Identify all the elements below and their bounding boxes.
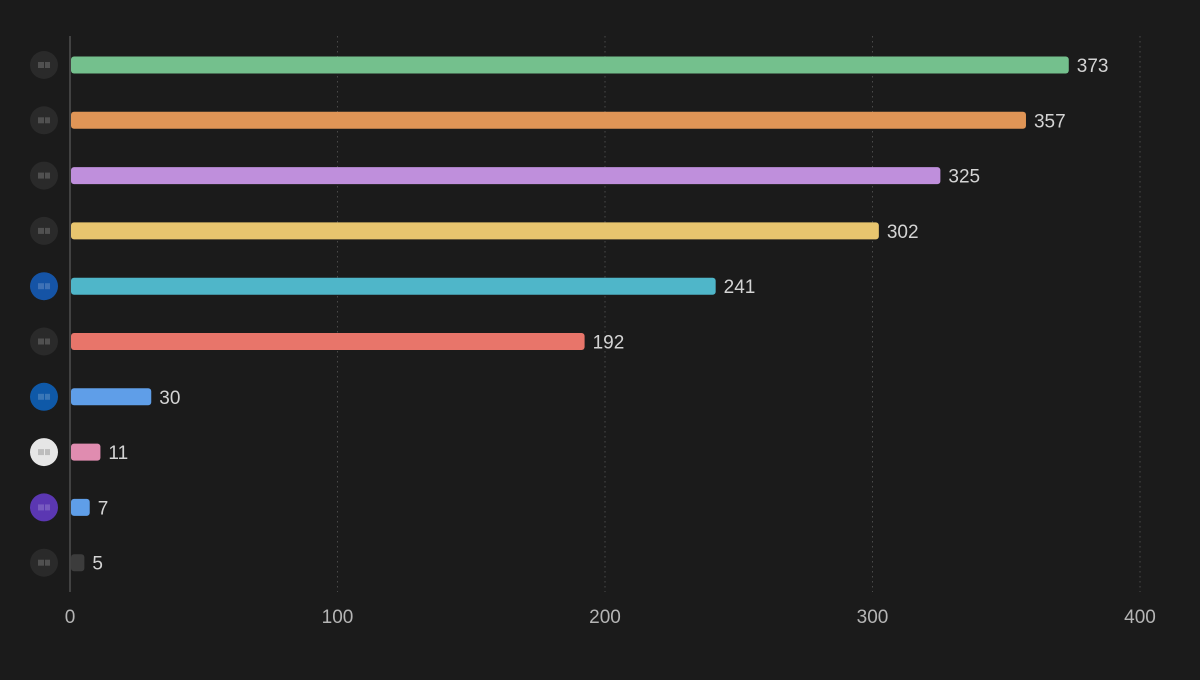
x-tick-label: 100 [322,607,354,628]
avatar-icon [30,382,58,411]
bar[interactable] [71,443,101,461]
avatar-icon [30,161,58,190]
value-label: 325 [948,167,980,188]
value-label: 302 [887,222,919,243]
value-label: 30 [159,388,180,409]
value-labels: 373 357 325 302 241 192 30 11 7 5 [92,56,1108,575]
bar[interactable] [71,111,1026,129]
avatar-icon [30,548,58,577]
bar[interactable] [71,554,85,572]
avatars [30,51,58,577]
bar[interactable] [71,388,152,406]
avatar-icon [30,493,58,522]
bar[interactable] [71,167,941,185]
bar[interactable] [71,333,585,350]
bar[interactable] [71,277,716,295]
x-tick-label: 400 [1124,607,1156,628]
value-label: 192 [593,333,625,354]
x-axis-ticks: 0 100 200 300 400 [65,607,1156,628]
avatar-icon [30,51,58,79]
avatar-icon [30,327,58,356]
value-label: 7 [98,498,109,519]
value-label: 11 [108,443,128,464]
bar[interactable] [71,56,1069,74]
avatar-icon [30,438,58,467]
value-label: 241 [724,277,756,298]
avatar-icon [30,272,58,301]
avatar-icon [30,216,58,245]
value-label: 373 [1077,56,1109,77]
avatar-icon [30,106,58,135]
value-label: 5 [92,554,103,575]
bar[interactable] [71,222,879,240]
value-label: 357 [1034,111,1066,132]
x-tick-label: 300 [857,607,889,628]
bar[interactable] [71,498,90,516]
bars [71,56,1069,572]
x-tick-label: 200 [589,607,621,628]
x-tick-label: 0 [65,607,76,628]
